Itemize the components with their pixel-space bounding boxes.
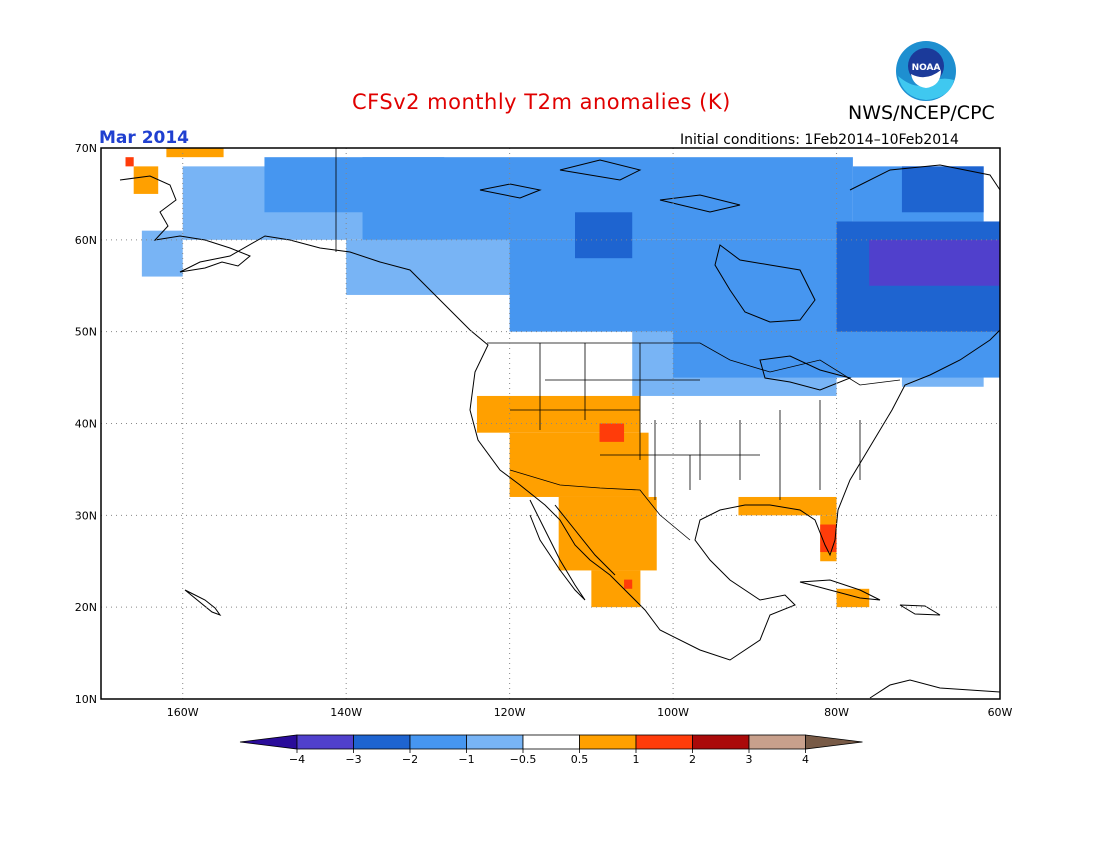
south-america-coast	[869, 679, 1000, 699]
colorbar-label: −3	[345, 753, 361, 766]
anomaly-region	[133, 166, 159, 194]
colorbar-segment	[522, 734, 580, 750]
lat-tick-label: 20N	[75, 601, 97, 614]
political-borders	[335, 148, 901, 541]
colorbar-label: −2	[402, 753, 418, 766]
colorbar-segment	[466, 734, 524, 750]
initial-conditions: Initial conditions: 1Feb2014–10Feb2014	[680, 132, 959, 148]
latitude-labels: 70N 60N 50N 40N 30N 20N 10N	[75, 142, 97, 706]
coastlines	[119, 159, 1000, 699]
colorbar-arrow-high	[805, 734, 863, 750]
colorbar-segment	[296, 734, 354, 750]
colorbar-segment	[692, 734, 750, 750]
colorbar-arrow-low	[239, 734, 298, 750]
gulf-of-california	[554, 504, 616, 576]
colorbar-segment	[579, 734, 637, 750]
colorbar-label: 3	[746, 753, 753, 766]
map-frame	[100, 147, 1001, 700]
anomaly-region	[509, 432, 649, 497]
arctic-islands	[479, 159, 741, 213]
colorbar-segment	[353, 734, 411, 750]
colorbar-segment	[409, 734, 467, 750]
anomaly-region	[738, 496, 837, 516]
colorbar: −4 −3 −2 −1 −0.5 0.5 1 2 3 4	[239, 734, 863, 766]
us-mexico-border	[509, 469, 691, 541]
greenland-coast	[849, 164, 1000, 191]
colorbar-label: 1	[633, 753, 640, 766]
anomaly-region	[624, 579, 633, 589]
lon-tick-label: 120W	[494, 706, 526, 719]
anomaly-region	[599, 423, 625, 442]
anomaly-region	[836, 588, 870, 608]
north-america-coastline	[119, 175, 1000, 661]
anomaly-region	[575, 212, 633, 259]
us-state-lines	[510, 343, 861, 500]
lat-tick-label: 70N	[75, 142, 97, 155]
lon-tick-label: 140W	[330, 706, 362, 719]
lat-tick-label: 40N	[75, 418, 97, 431]
colorbar-label: 0.5	[571, 753, 589, 766]
lon-tick-label: 60W	[988, 706, 1013, 719]
anomaly-region	[901, 166, 984, 213]
lon-tick-label: 100W	[657, 706, 689, 719]
noaa-logo-icon: NOAA	[896, 41, 956, 101]
lat-lon-grid	[101, 148, 1000, 699]
lat-tick-label: 10N	[75, 693, 97, 706]
anomaly-region	[558, 496, 657, 571]
chart-title: CFSv2 monthly T2m anomalies (K)	[352, 90, 731, 114]
agency-label: NWS/NCEP/CPC	[848, 102, 995, 124]
anomaly-region	[141, 230, 183, 277]
anomaly-region	[125, 157, 134, 167]
us-canada-border	[487, 342, 901, 386]
anomaly-region	[591, 570, 641, 608]
anomaly-region	[166, 148, 224, 158]
longitude-labels: 160W 140W 120W 100W 80W 60W	[167, 706, 1013, 719]
anomaly-region	[820, 524, 837, 553]
colorbar-label: −0.5	[510, 753, 537, 766]
hawaii	[184, 589, 222, 617]
cuba	[799, 579, 881, 601]
anomaly-layer	[125, 148, 1000, 608]
lat-tick-label: 60N	[75, 234, 97, 247]
forecast-month: Mar 2014	[99, 128, 190, 148]
colorbar-label: 2	[689, 753, 696, 766]
lon-tick-label: 160W	[167, 706, 199, 719]
svg-text:NOAA: NOAA	[912, 63, 941, 73]
colorbar-label: −4	[289, 753, 305, 766]
hispaniola	[899, 604, 941, 616]
hudson-bay	[714, 244, 816, 323]
anomaly-region	[869, 239, 1000, 286]
lat-tick-label: 50N	[75, 326, 97, 339]
lon-tick-label: 80W	[824, 706, 849, 719]
great-lakes	[759, 355, 852, 391]
colorbar-segment	[748, 734, 806, 750]
colorbar-label: −1	[458, 753, 474, 766]
lat-tick-label: 30N	[75, 509, 97, 522]
baja-peninsula	[529, 499, 586, 601]
colorbar-label: 4	[802, 753, 809, 766]
colorbar-segment	[635, 734, 693, 750]
